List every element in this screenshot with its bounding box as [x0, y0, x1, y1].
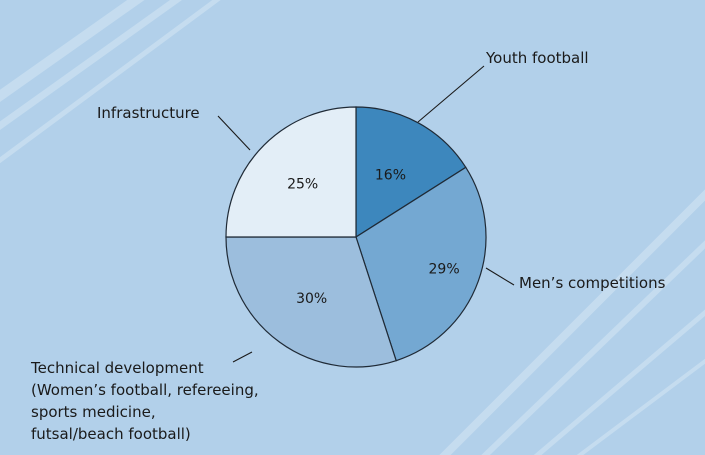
leader-line	[485, 267, 515, 286]
background-stripe	[0, 0, 221, 164]
slice-category-label-line: sports medicine,	[31, 403, 156, 421]
slice-category-label: Men’s competitions	[519, 274, 666, 292]
slice-percent-label: 16%	[375, 167, 406, 183]
slice-category-label-line: futsal/beach football)	[31, 425, 191, 443]
slice-category-label-line: (Women’s football, refereeing,	[31, 381, 259, 399]
background-stripe	[0, 0, 183, 131]
slice-category-label-line: Technical development	[30, 359, 204, 377]
slice-category-label: Infrastructure	[97, 104, 200, 122]
pie-slice	[355, 166, 487, 362]
slice-percent-label: 25%	[287, 177, 318, 193]
background-stripe	[0, 0, 145, 103]
leader-line	[232, 351, 253, 363]
pie-slice	[225, 106, 357, 238]
leader-line	[217, 115, 251, 151]
background-stripe	[439, 189, 705, 455]
pie-slice	[355, 106, 467, 239]
slice-category-label: Youth football	[485, 49, 589, 67]
percent-labels: 16% 29% 30% 25%	[287, 167, 460, 307]
background-stripe	[533, 309, 705, 455]
leader-line	[417, 65, 485, 123]
background-stripe	[481, 240, 705, 455]
slice-percent-label: 30%	[296, 291, 327, 307]
pie-slices	[225, 106, 487, 368]
slice-percent-label: 29%	[429, 262, 460, 278]
background-stripe	[576, 358, 705, 455]
leader-lines	[217, 65, 515, 363]
category-labels: Youth football Men’s competitions Technica…	[30, 49, 666, 443]
pie-slice	[225, 236, 397, 368]
slice-category-label: Technical development (Women’s football, …	[30, 359, 259, 443]
